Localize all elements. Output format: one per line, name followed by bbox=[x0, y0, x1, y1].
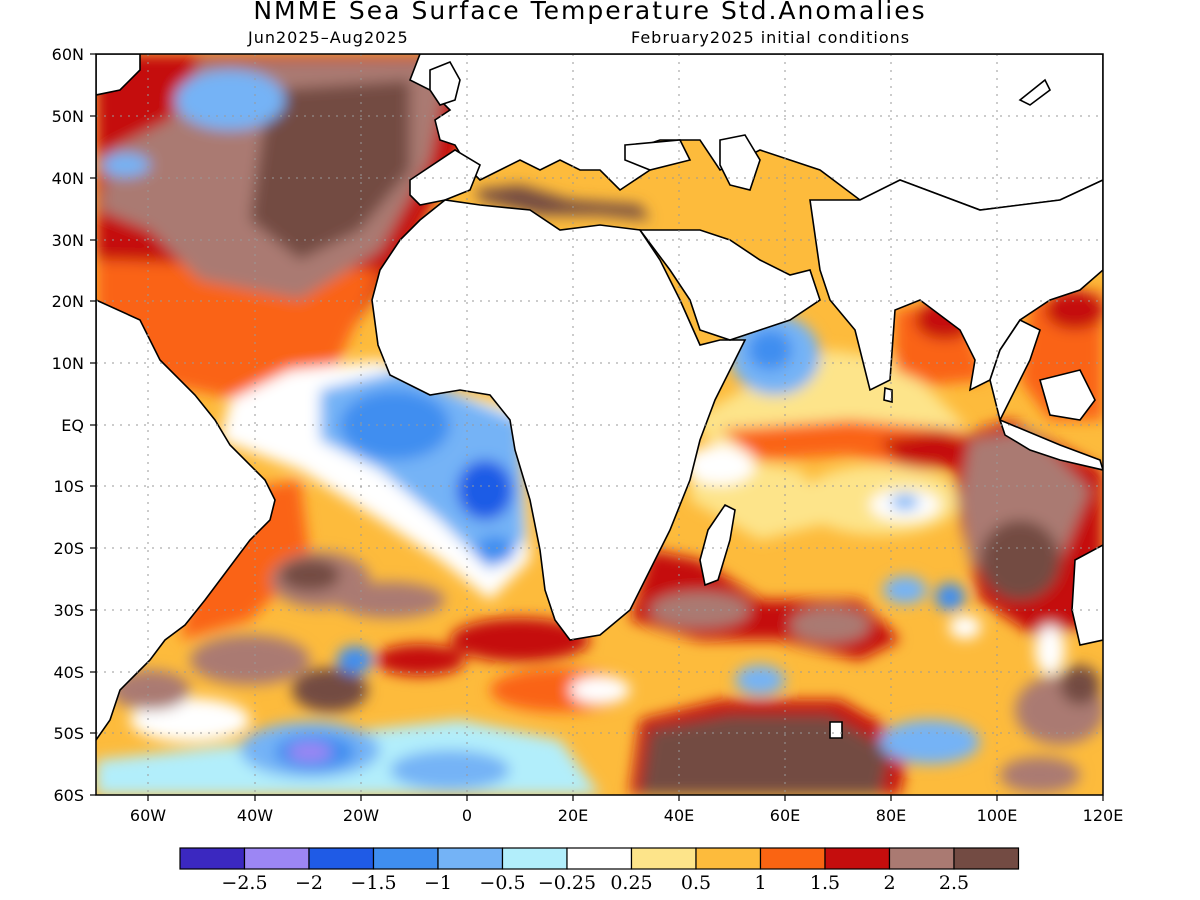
colorbar-swatch bbox=[953, 847, 1020, 870]
colorbar-label: 2.5 bbox=[939, 872, 969, 894]
map-title: NMME Sea Surface Temperature Std.Anomali… bbox=[253, 0, 927, 25]
colorbar-swatch bbox=[566, 847, 633, 870]
lat-label: 20S bbox=[53, 539, 84, 558]
lon-label: 100E bbox=[977, 806, 1018, 825]
colorbar-label: 1 bbox=[754, 872, 766, 894]
colorbar-label: −1 bbox=[424, 872, 452, 894]
sst-anomaly-field bbox=[96, 54, 1103, 795]
initial-conditions: February2025 initial conditions bbox=[631, 28, 911, 47]
lon-label: 120E bbox=[1083, 806, 1124, 825]
colorbar-swatch bbox=[372, 847, 439, 870]
colorbar-swatch bbox=[630, 847, 697, 870]
lat-label: EQ bbox=[61, 416, 84, 435]
colorbar-swatch bbox=[888, 847, 955, 870]
latitude-axis: 60N 50N 40N 30N 20N 10N EQ 10S 20S 30S 4… bbox=[52, 45, 96, 805]
lat-label: 30S bbox=[53, 601, 84, 620]
lat-label: 10N bbox=[52, 354, 84, 373]
colorbar-swatch bbox=[695, 847, 762, 870]
lat-label: 40S bbox=[53, 663, 84, 682]
lon-label: 20E bbox=[558, 806, 588, 825]
lon-label: 80E bbox=[876, 806, 906, 825]
colorbar-swatch bbox=[179, 847, 246, 870]
colorbar-label: −2.5 bbox=[221, 872, 267, 894]
lat-label: 20N bbox=[52, 292, 84, 311]
land-outlines bbox=[96, 54, 1103, 742]
lon-label: 0 bbox=[462, 806, 472, 825]
colorbar-label: −0.25 bbox=[538, 872, 596, 894]
lon-label: 60E bbox=[770, 806, 800, 825]
lon-label: 40E bbox=[664, 806, 694, 825]
graticule bbox=[96, 54, 1103, 795]
colorbar-label: −1.5 bbox=[350, 872, 396, 894]
colorbar-label: 0.25 bbox=[610, 872, 652, 894]
colorbar-swatch bbox=[824, 847, 891, 870]
colorbar-swatch bbox=[437, 847, 504, 870]
colorbar-swatch bbox=[759, 847, 826, 870]
lat-label: 10S bbox=[53, 477, 84, 496]
lat-label: 30N bbox=[52, 231, 84, 250]
lon-label: 40W bbox=[237, 806, 273, 825]
colorbar-swatch bbox=[243, 847, 310, 870]
lat-label: 60N bbox=[52, 45, 84, 64]
lon-label: 60W bbox=[130, 806, 166, 825]
colorbar-label: 2 bbox=[883, 872, 895, 894]
colorbar-swatch bbox=[308, 847, 375, 870]
lat-label: 50N bbox=[52, 107, 84, 126]
colorbar-label: −2 bbox=[295, 872, 323, 894]
lat-label: 50S bbox=[53, 724, 84, 743]
colorbar-label: −0.5 bbox=[479, 872, 525, 894]
colorbar-swatch bbox=[501, 847, 568, 870]
lat-label: 60S bbox=[53, 786, 84, 805]
forecast-period: Jun2025–Aug2025 bbox=[248, 28, 409, 47]
colorbar-label: 1.5 bbox=[810, 872, 840, 894]
lat-label: 40N bbox=[52, 169, 84, 188]
longitude-axis: 60W 40W 20W 0 20E 40E 60E 80E 100E 120E bbox=[130, 795, 1123, 825]
colorbar: −2.5 −2 −1.5 −1 −0.5 −0.25 0.25 0.5 1 1.5 2 2.5 bbox=[179, 847, 1020, 894]
colorbar-label: 0.5 bbox=[681, 872, 711, 894]
lon-label: 20W bbox=[343, 806, 379, 825]
